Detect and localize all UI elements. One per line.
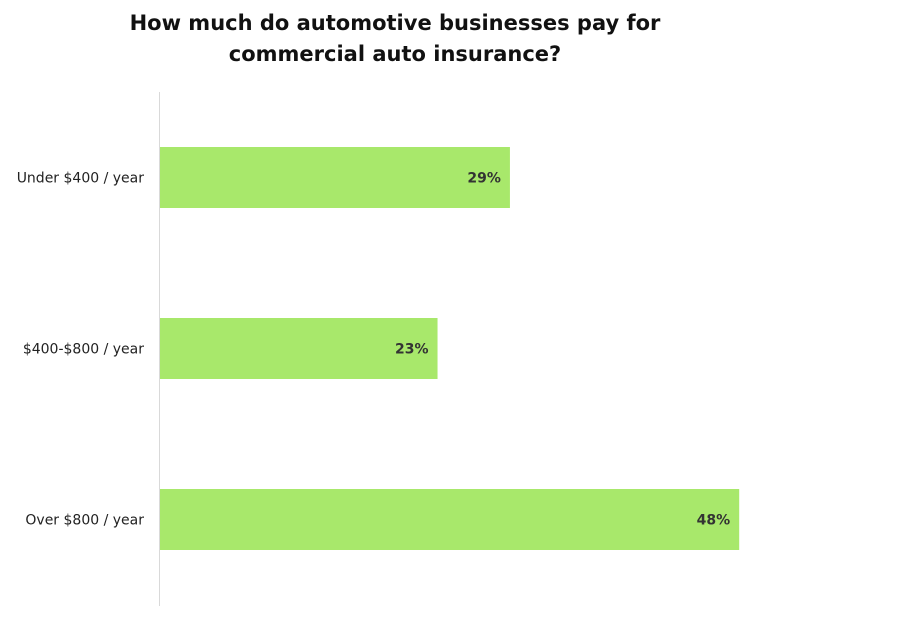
bar-value-label-2: 23% bbox=[395, 342, 429, 358]
chart-title: How much do automotive businesses pay fo… bbox=[0, 8, 790, 70]
bar-2 bbox=[160, 318, 438, 379]
category-label-1: Under $400 / year bbox=[17, 171, 145, 187]
chart-title-line-1: How much do automotive businesses pay fo… bbox=[129, 11, 661, 35]
bar-3 bbox=[160, 489, 740, 550]
bar-1 bbox=[160, 147, 510, 208]
chart-title-line-2: commercial auto insurance? bbox=[228, 42, 562, 66]
bars-group: 29% Under $400 / year 23% $400-$800 / year 4… bbox=[17, 147, 740, 550]
bar-value-label-1: 29% bbox=[467, 171, 501, 187]
category-label-3: Over $800 / year bbox=[25, 513, 144, 529]
bar-value-label-3: 48% bbox=[697, 513, 731, 529]
category-label-2: $400-$800 / year bbox=[23, 342, 144, 358]
